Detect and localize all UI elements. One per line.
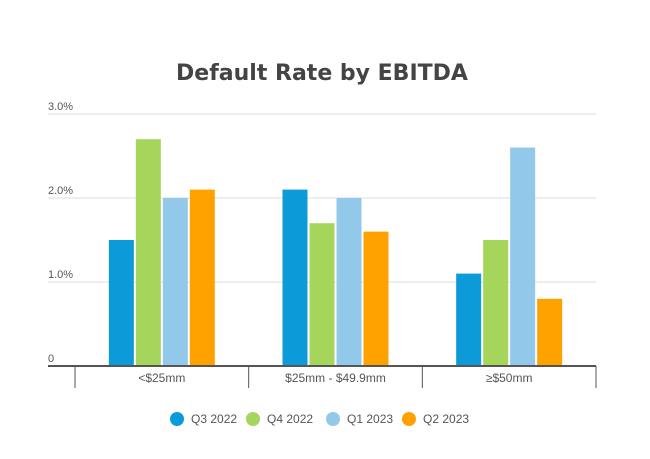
y-axis-ticks: 0 1.0% 2.0% 3.0% [48, 101, 73, 365]
bar [483, 240, 509, 365]
bar [189, 189, 215, 365]
legend-label: Q3 2022 [191, 412, 237, 426]
legend-label: Q2 2023 [423, 412, 469, 426]
bar [135, 139, 161, 365]
legend: Q3 2022 Q4 2022 Q1 2023 Q2 2023 [170, 412, 469, 426]
x-axis: <$25mm $25mm - $49.9mm ≥$50mm [48, 365, 597, 388]
legend-label: Q1 2023 [347, 412, 393, 426]
bar [510, 147, 536, 365]
bar [363, 231, 389, 365]
chart-title: Default Rate by EBITDA [176, 61, 468, 86]
y-tick-label: 2.0% [48, 185, 73, 197]
bar [537, 298, 563, 365]
legend-swatch [246, 412, 260, 426]
legend-swatch [170, 412, 184, 426]
bar [282, 189, 308, 365]
legend-label: Q4 2022 [267, 412, 313, 426]
x-tick-label: ≥$50mm [486, 371, 533, 385]
bar [456, 273, 482, 365]
legend-swatch [326, 412, 340, 426]
y-tick-label: 1.0% [48, 269, 73, 281]
bar [162, 198, 188, 365]
bar [309, 223, 335, 365]
y-tick-label: 0 [48, 353, 54, 365]
bar [108, 240, 134, 365]
x-tick-label: $25mm - $49.9mm [285, 371, 386, 385]
bar [336, 198, 362, 365]
y-tick-label: 3.0% [48, 101, 73, 113]
x-tick-label: <$25mm [138, 371, 185, 385]
legend-swatch [402, 412, 416, 426]
bars [108, 139, 563, 365]
